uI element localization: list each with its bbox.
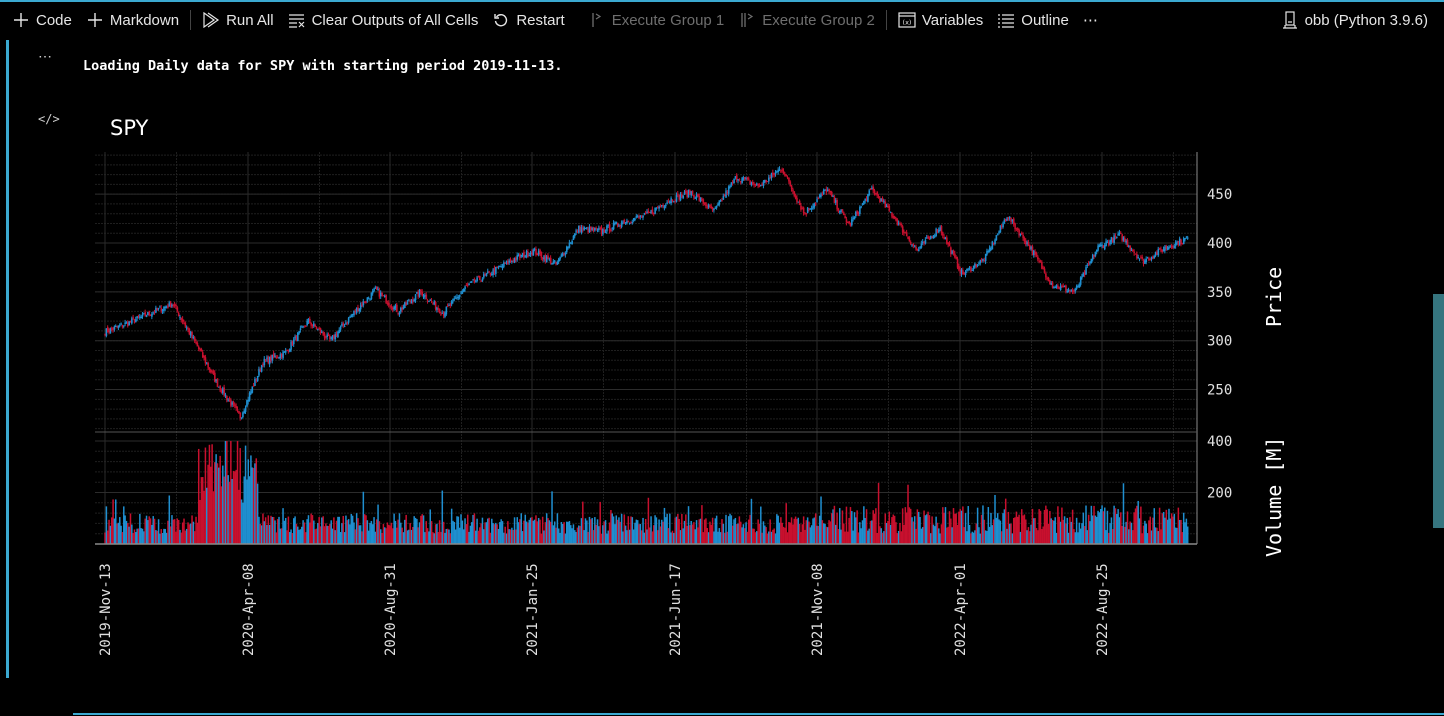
- chart-axes: 250 300 350 400 450 200 400 2019-Nov-13 2020-Apr…: [95, 152, 1286, 656]
- plus-icon: [86, 11, 104, 29]
- execute-group-icon: [588, 11, 606, 29]
- chart-title: SPY: [110, 116, 149, 140]
- output-more-icon[interactable]: ⋯: [38, 48, 53, 64]
- variables-icon: (x): [898, 11, 916, 29]
- volume-bars: [104, 441, 1189, 544]
- execute-group-1-button[interactable]: Execute Group 1: [581, 6, 732, 34]
- restart-icon: [492, 11, 510, 29]
- outline-list-icon: [997, 11, 1015, 29]
- more-icon: ⋯: [1082, 12, 1098, 29]
- price-tick-label: 250: [1207, 383, 1232, 399]
- run-all-icon: [202, 11, 220, 29]
- kernel-server-icon: [1281, 11, 1299, 29]
- kernel-label: obb (Python 3.9.6): [1304, 11, 1428, 29]
- bottom-accent-line: [73, 713, 1444, 715]
- clear-outputs-label: Clear Outputs of All Cells: [311, 11, 479, 29]
- add-markdown-label: Markdown: [109, 11, 180, 29]
- x-tick-label: 2020-Aug-31: [383, 563, 399, 656]
- run-all-button[interactable]: Run All: [195, 6, 281, 34]
- volume-tick-label: 400: [1207, 434, 1232, 450]
- run-all-label: Run All: [226, 11, 274, 29]
- more-actions-button[interactable]: ⋯: [1076, 6, 1105, 34]
- outline-button[interactable]: Outline: [990, 6, 1076, 34]
- execute-group-icon: [738, 11, 756, 29]
- add-code-label: Code: [36, 11, 72, 29]
- restart-button[interactable]: Restart: [485, 6, 571, 34]
- volume-axis-label: Volume [M]: [1262, 437, 1286, 557]
- vertical-scrollbar[interactable]: [1433, 294, 1444, 528]
- restart-label: Restart: [516, 11, 565, 29]
- toolbar-separator: [190, 10, 192, 30]
- add-code-cell-button[interactable]: Code: [0, 6, 79, 34]
- price-tick-label: 450: [1207, 187, 1232, 203]
- execute-group-2-button[interactable]: Execute Group 2: [731, 6, 882, 34]
- plus-icon: [12, 11, 30, 29]
- x-tick-label: 2021-Nov-08: [810, 563, 826, 656]
- kernel-picker[interactable]: obb (Python 3.9.6): [1274, 6, 1444, 34]
- variables-button[interactable]: (x) Variables: [891, 6, 990, 34]
- x-tick-label: 2020-Apr-08: [241, 563, 257, 656]
- price-candles: [104, 166, 1189, 421]
- outline-label: Outline: [1021, 11, 1069, 29]
- x-tick-label: 2019-Nov-13: [98, 563, 114, 656]
- x-tick-label: 2022-Apr-01: [953, 563, 969, 656]
- output-mime-code-icon[interactable]: </>: [38, 112, 60, 126]
- execute-group-2-label: Execute Group 2: [762, 11, 875, 29]
- price-tick-label: 400: [1207, 236, 1232, 252]
- toolbar-separator: [885, 10, 887, 30]
- x-tick-label: 2022-Aug-25: [1095, 563, 1111, 656]
- price-axis-label: Price: [1262, 267, 1286, 327]
- top-accent-line: [0, 0, 1444, 2]
- execute-group-1-label: Execute Group 1: [611, 11, 725, 29]
- svg-text:(x): (x): [902, 19, 911, 27]
- price-tick-label: 300: [1207, 334, 1232, 350]
- add-markdown-cell-button[interactable]: Markdown: [79, 6, 186, 34]
- clear-all-icon: [288, 11, 306, 29]
- x-tick-label: 2021-Jun-17: [668, 563, 684, 656]
- chart-grid: [95, 152, 1197, 544]
- volume-tick-label: 200: [1207, 486, 1232, 502]
- cell-selection-bar[interactable]: [6, 40, 9, 678]
- x-tick-label: 2021-Jan-25: [525, 563, 541, 656]
- variables-label: Variables: [921, 11, 984, 29]
- cell-output-text: Loading Daily data for SPY with starting…: [83, 58, 563, 74]
- clear-outputs-button[interactable]: Clear Outputs of All Cells: [281, 6, 486, 34]
- price-tick-label: 350: [1207, 285, 1232, 301]
- notebook-toolbar: Code Markdown Run All Clear Outputs of A…: [0, 2, 1444, 38]
